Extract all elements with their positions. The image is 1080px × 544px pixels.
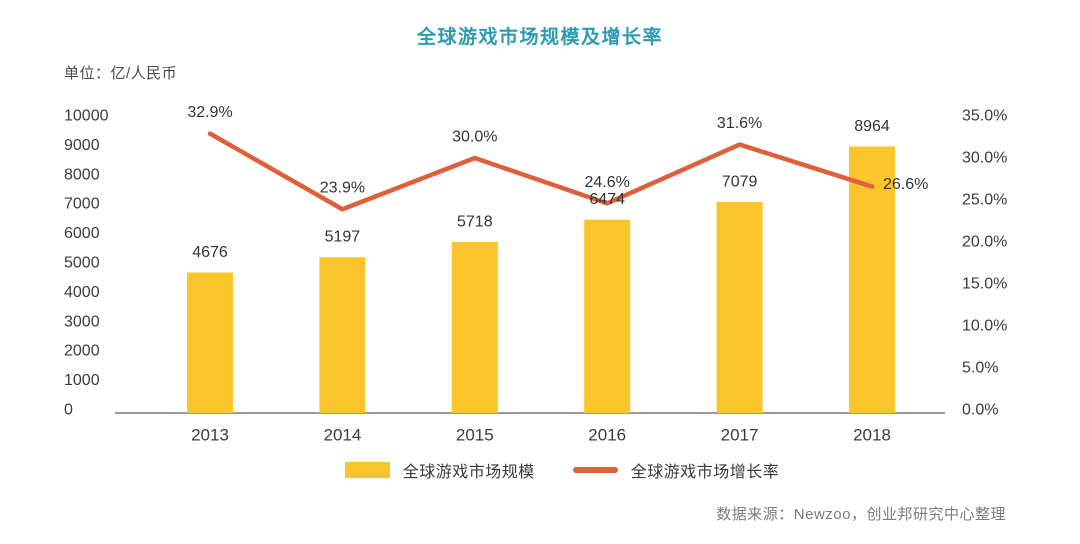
bar-value-label-2015: 5718 bbox=[457, 213, 493, 230]
bar-2017 bbox=[716, 201, 763, 413]
x-axis-label-2017: 2017 bbox=[721, 426, 759, 445]
left-axis-tick-9000: 9000 bbox=[64, 137, 100, 154]
bar-2016 bbox=[584, 219, 631, 413]
x-axis-label-2016: 2016 bbox=[588, 426, 626, 445]
right-axis-tick-10.0%: 10.0% bbox=[962, 318, 1007, 335]
growth-value-label-2013: 32.9% bbox=[187, 104, 232, 121]
right-axis-tick-5.0%: 5.0% bbox=[962, 360, 998, 377]
left-axis-tick-0: 0 bbox=[64, 402, 73, 419]
x-axis-label-2018: 2018 bbox=[853, 426, 891, 445]
left-axis-tick-7000: 7000 bbox=[64, 196, 100, 213]
left-axis-tick-1000: 1000 bbox=[64, 372, 100, 389]
bar-value-label-2017: 7079 bbox=[722, 173, 758, 190]
legend-item-growth-rate: 全球游戏市场增长率 bbox=[572, 458, 780, 482]
growth-value-label-2017: 31.6% bbox=[717, 115, 762, 132]
right-axis-tick-25.0%: 25.0% bbox=[962, 192, 1007, 209]
growth-value-label-2014: 23.9% bbox=[320, 180, 365, 197]
chart-title: 全球游戏市场规模及增长率 bbox=[416, 27, 663, 48]
growth-value-label-2016: 24.6% bbox=[585, 174, 630, 191]
growth-line bbox=[207, 131, 875, 212]
bar-value-label-2014: 5197 bbox=[325, 229, 361, 246]
right-axis-tick-30.0%: 30.0% bbox=[962, 150, 1007, 167]
bar-series-label: 全球游戏市场规模 bbox=[402, 464, 535, 481]
legend: 全球游戏市场规模 全球游戏市场增长率 bbox=[0, 458, 1080, 482]
bar-value-label-2016: 6474 bbox=[589, 191, 625, 208]
line-series-label: 全球游戏市场增长率 bbox=[630, 464, 780, 481]
growth-value-label-2018: 26.6% bbox=[883, 176, 928, 193]
bar-2015 bbox=[451, 241, 498, 413]
bar-value-label-2013: 4676 bbox=[192, 244, 228, 261]
legend-item-market-size: 全球游戏市场规模 bbox=[344, 458, 535, 482]
left-axis-tick-3000: 3000 bbox=[64, 313, 100, 330]
left-axis-tick-10000: 10000 bbox=[64, 108, 109, 125]
right-axis-tick-20.0%: 20.0% bbox=[962, 234, 1007, 251]
bar-2013 bbox=[187, 272, 233, 413]
left-axis-tick-2000: 2000 bbox=[64, 343, 100, 360]
bar-value-label-2018: 8964 bbox=[854, 118, 890, 135]
x-axis-label-2015: 2015 bbox=[456, 426, 494, 445]
x-axis-label-2014: 2014 bbox=[323, 426, 361, 445]
left-axis-tick-4000: 4000 bbox=[64, 284, 100, 301]
unit-label: 单位：亿/人民币 bbox=[64, 65, 178, 82]
x-axis-label-2013: 2013 bbox=[191, 426, 229, 445]
left-axis-tick-6000: 6000 bbox=[64, 225, 100, 242]
line-series-swatch bbox=[572, 467, 618, 473]
bar-series-swatch bbox=[344, 462, 390, 478]
bar-2014 bbox=[319, 257, 366, 413]
left-axis-tick-8000: 8000 bbox=[64, 166, 100, 183]
source-note: 数据来源：Newzoo，创业邦研究中心整理 bbox=[716, 506, 1006, 523]
right-axis-tick-0.0%: 0.0% bbox=[962, 402, 998, 419]
bar-2018 bbox=[849, 146, 895, 413]
left-axis-tick-5000: 5000 bbox=[64, 255, 100, 272]
right-axis-tick-15.0%: 15.0% bbox=[962, 276, 1007, 293]
growth-value-label-2015: 30.0% bbox=[452, 129, 497, 146]
right-axis-tick-35.0%: 35.0% bbox=[962, 108, 1007, 125]
